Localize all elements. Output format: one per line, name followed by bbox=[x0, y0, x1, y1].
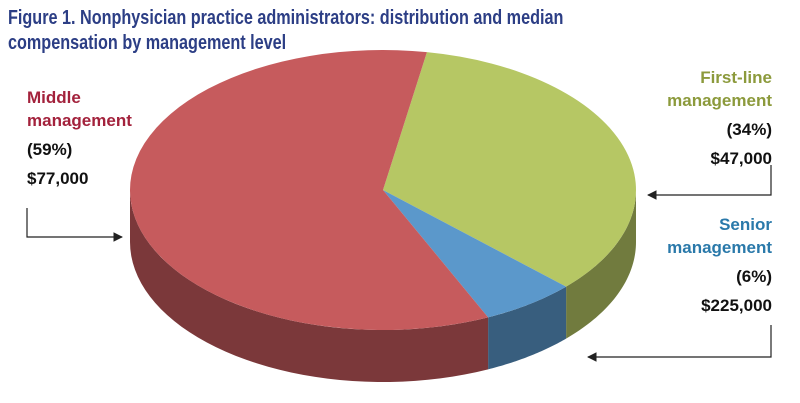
label-group: First-line management (34%) $47,000 bbox=[642, 66, 772, 170]
slice bbox=[383, 190, 567, 318]
slice bbox=[383, 52, 636, 287]
category-label: Middle management bbox=[27, 88, 132, 130]
label-group: Middle management (59%) $77,000 bbox=[27, 86, 157, 190]
chart-title: Figure 1. Nonphysician practice administ… bbox=[8, 7, 564, 54]
percent-label: (59%) bbox=[27, 140, 73, 159]
arrow bbox=[587, 325, 772, 362]
percent-label: (34%) bbox=[726, 120, 772, 139]
compensation-label: $77,000 bbox=[27, 169, 89, 188]
slice bbox=[130, 50, 489, 330]
category-label: Senior management bbox=[667, 215, 772, 257]
slice-side bbox=[130, 190, 489, 382]
category-label: First-line management bbox=[667, 68, 772, 110]
arrow bbox=[647, 165, 772, 200]
label-group: Senior management (6%) $225,000 bbox=[642, 213, 772, 317]
slice-side bbox=[566, 190, 636, 339]
compensation-label: $47,000 bbox=[710, 149, 772, 168]
arrow bbox=[26, 208, 123, 242]
percent-label: (6%) bbox=[736, 267, 772, 286]
compensation-label: $225,000 bbox=[701, 296, 772, 315]
slice-side bbox=[488, 286, 567, 370]
pie bbox=[130, 50, 636, 382]
